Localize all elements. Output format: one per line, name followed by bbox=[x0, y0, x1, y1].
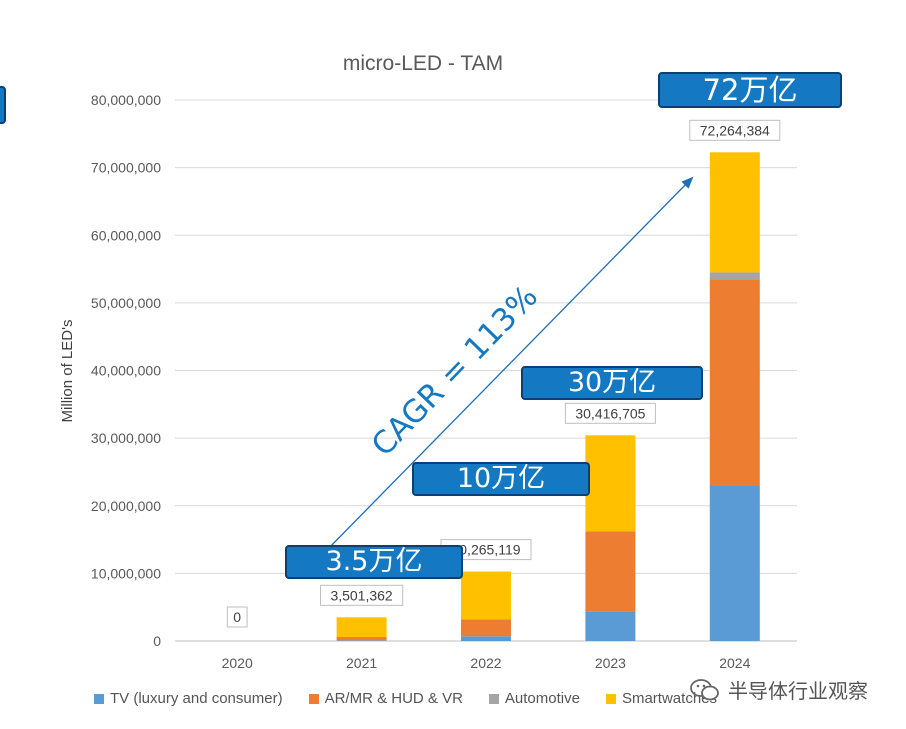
bar-segment bbox=[336, 640, 387, 641]
legend-item: Automotive bbox=[488, 690, 580, 707]
callout-2022: 10万亿 bbox=[412, 462, 590, 496]
x-tick-label: 2022 bbox=[470, 655, 501, 671]
y-tick-label: 10,000,000 bbox=[91, 565, 161, 581]
x-tick-label: 2020 bbox=[222, 655, 253, 671]
x-tick-label: 2024 bbox=[719, 655, 750, 671]
legend-label: AR/MR & HUD & VR bbox=[324, 690, 463, 707]
legend-swatch bbox=[94, 693, 104, 704]
bar-segment bbox=[336, 617, 387, 637]
legend-swatch bbox=[488, 693, 499, 704]
bar-segment bbox=[709, 152, 760, 273]
x-tick-label: 2023 bbox=[595, 655, 626, 671]
growth-arrow bbox=[324, 176, 694, 553]
data-label: 72,264,384 bbox=[700, 122, 770, 138]
data-label: 3,501,362 bbox=[330, 587, 392, 603]
legend-label: Smartwatches bbox=[621, 690, 718, 707]
chart-title: micro-LED - TAM bbox=[343, 52, 503, 75]
y-tick-label: 80,000,000 bbox=[91, 92, 161, 108]
callout-2023: 30万亿 bbox=[521, 366, 703, 400]
legend-swatch bbox=[308, 693, 319, 704]
bar-segment bbox=[461, 571, 511, 620]
data-label: 0 bbox=[233, 609, 241, 625]
wechat-icon bbox=[690, 678, 719, 700]
bar-segment bbox=[585, 611, 636, 641]
data-label-box bbox=[564, 402, 656, 424]
y-tick-label: 0 bbox=[153, 633, 161, 649]
watermark-text: 半导体行业观察 bbox=[728, 679, 868, 703]
y-tick-label: 40,000,000 bbox=[91, 363, 161, 379]
bar-segment bbox=[336, 636, 387, 641]
legend: TV (luxury and consumer) AR/MR & HUD & VR… bbox=[94, 690, 717, 707]
legend-label: TV (luxury and consumer) bbox=[110, 690, 283, 707]
bar-segment bbox=[709, 272, 760, 280]
y-tick-label: 50,000,000 bbox=[91, 295, 161, 311]
legend-item: Smartwatches bbox=[605, 690, 718, 707]
bar-segment bbox=[461, 619, 511, 637]
callout-2024: 72万亿 bbox=[658, 72, 842, 108]
legend-item: AR/MR & HUD & VR bbox=[308, 690, 463, 707]
bar-segment bbox=[461, 636, 511, 641]
legend-swatch bbox=[605, 693, 616, 704]
cagr-label: CAGR = 113% bbox=[365, 279, 545, 464]
y-tick-label: 20,000,000 bbox=[91, 498, 161, 514]
bar-segment bbox=[585, 435, 636, 532]
y-tick-label: 30,000,000 bbox=[91, 430, 161, 446]
legend-label: Automotive bbox=[504, 690, 580, 707]
callout-2021: 3.5万亿 bbox=[285, 545, 463, 579]
y-tick-label: 60,000,000 bbox=[91, 227, 161, 243]
data-label: 30,416,705 bbox=[575, 405, 645, 421]
data-label-box bbox=[226, 606, 248, 628]
bar-segment bbox=[709, 279, 760, 486]
data-label-box bbox=[320, 584, 404, 606]
edge-callout-fragment bbox=[0, 86, 6, 124]
bar-segment bbox=[709, 485, 760, 641]
legend-item: TV (luxury and consumer) bbox=[94, 690, 283, 707]
x-tick-label: 2021 bbox=[346, 655, 377, 671]
bar-segment bbox=[585, 531, 636, 612]
y-axis-label: Million of LED's bbox=[59, 320, 76, 423]
data-label: 10,265,119 bbox=[451, 542, 520, 558]
y-tick-label: 70,000,000 bbox=[91, 160, 161, 176]
data-label-box bbox=[689, 119, 781, 141]
watermark: 半导体行业观察 bbox=[690, 675, 868, 704]
